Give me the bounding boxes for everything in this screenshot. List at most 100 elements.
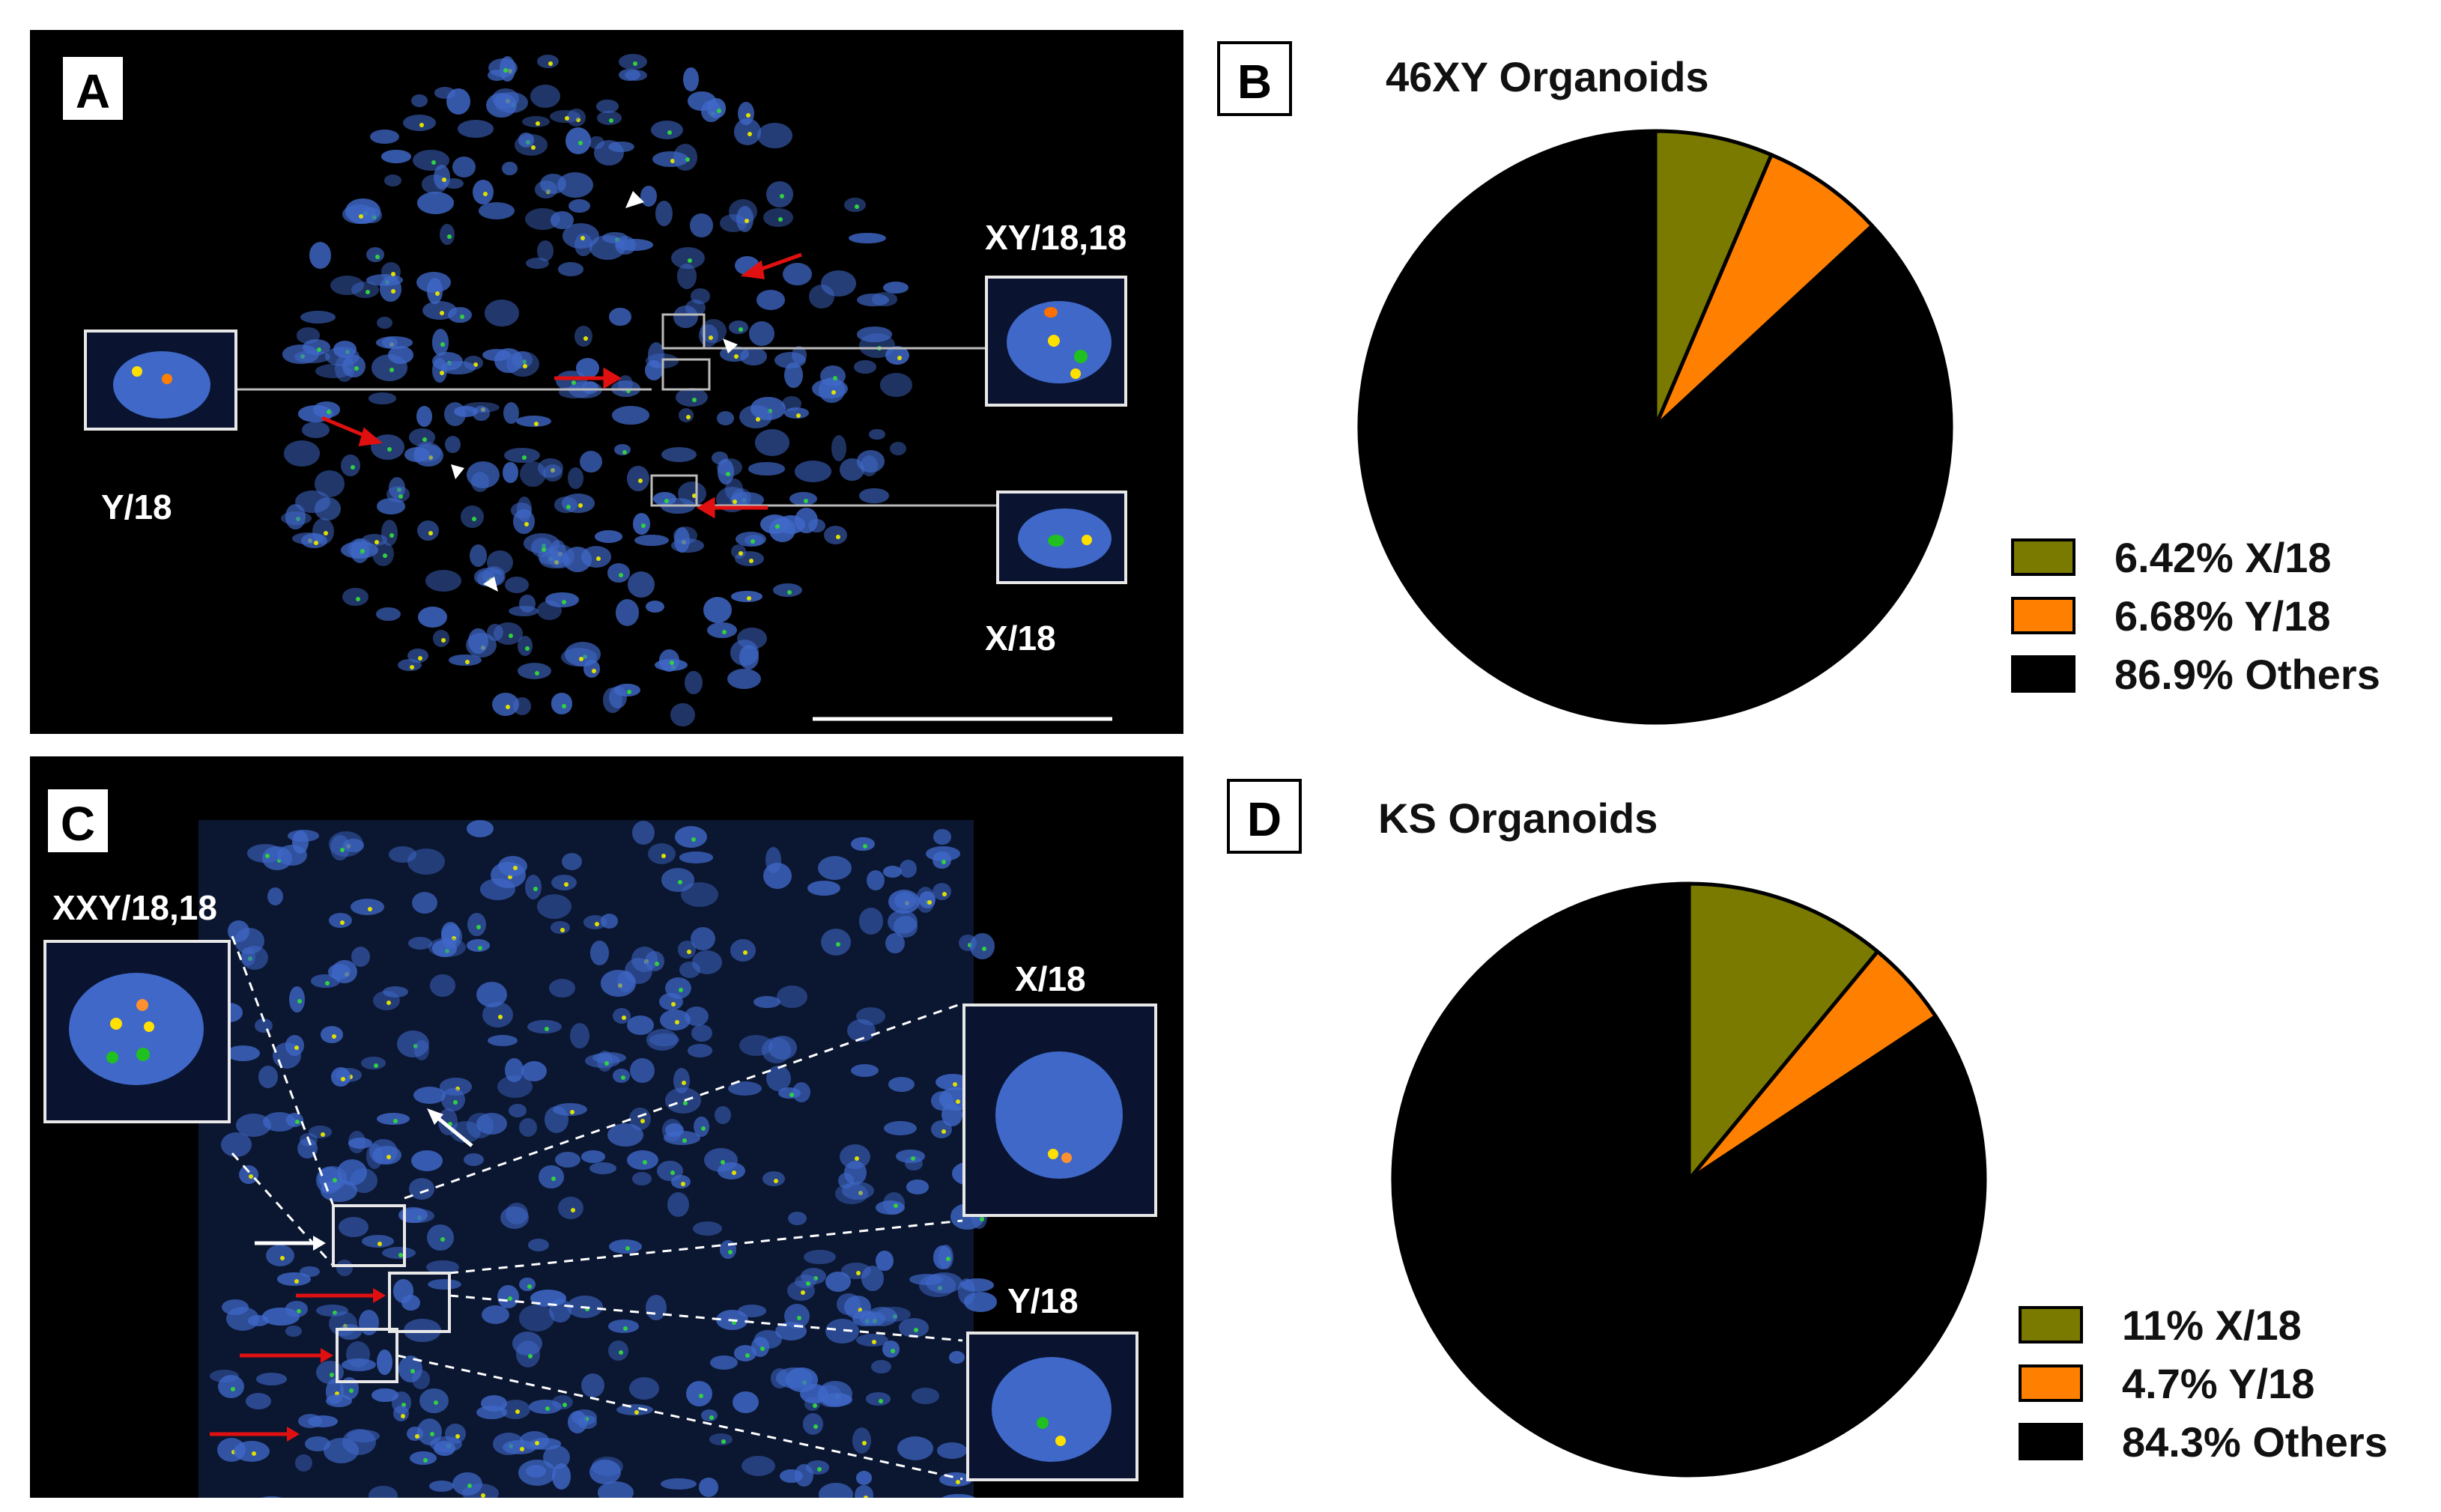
fish-signal xyxy=(580,236,586,241)
nucleus xyxy=(882,1192,905,1215)
nucleus xyxy=(472,179,494,204)
nucleus xyxy=(608,1340,629,1361)
nucleus xyxy=(612,406,649,425)
nucleus xyxy=(550,921,571,934)
nucleus xyxy=(503,462,519,484)
fish-signal xyxy=(716,108,721,113)
fish-signal xyxy=(709,1415,714,1421)
nucleus xyxy=(341,454,360,476)
fish-signal xyxy=(796,413,801,418)
fish-signal xyxy=(325,980,330,986)
nucleus xyxy=(255,1372,287,1385)
fish-signal xyxy=(699,1394,704,1399)
nucleus xyxy=(428,1279,462,1290)
fish-signal xyxy=(857,1307,862,1312)
nucleus xyxy=(607,1320,639,1333)
fish-signal xyxy=(340,848,345,853)
fish-signal xyxy=(721,630,727,635)
nucleus xyxy=(768,1036,798,1060)
nucleus xyxy=(410,1451,437,1465)
nucleus xyxy=(536,54,560,68)
nucleus xyxy=(381,1247,416,1260)
nucleus xyxy=(371,354,407,381)
nucleus xyxy=(255,1496,288,1498)
nucleus xyxy=(683,67,699,92)
nucleus xyxy=(818,1483,854,1498)
nucleus xyxy=(376,607,401,621)
nucleus xyxy=(551,211,574,230)
nucleus xyxy=(308,1126,333,1138)
fish-signal xyxy=(323,531,328,536)
nucleus xyxy=(446,88,470,115)
nucleus xyxy=(228,920,249,943)
nucleus xyxy=(890,442,907,455)
nucleus xyxy=(871,1360,892,1374)
nucleus xyxy=(883,1120,917,1136)
nucleus xyxy=(911,1388,940,1405)
nucleus xyxy=(361,534,388,547)
fish-signal xyxy=(835,535,840,540)
nucleus xyxy=(670,703,695,726)
nucleus xyxy=(485,300,519,327)
fish-signal xyxy=(294,1120,300,1125)
nucleus xyxy=(589,136,604,150)
nucleus xyxy=(369,129,399,145)
nucleus xyxy=(503,447,540,464)
fish-signal xyxy=(728,1249,733,1254)
fish-signal xyxy=(749,559,754,564)
nucleus xyxy=(882,282,909,294)
fish-signal xyxy=(544,1026,549,1031)
nucleus xyxy=(736,205,753,232)
nucleus xyxy=(342,588,369,607)
organoid-c xyxy=(198,820,998,1498)
nucleus xyxy=(888,890,920,914)
fish-signal xyxy=(565,116,570,121)
fish-signal xyxy=(751,539,756,544)
fish-signal xyxy=(618,1350,623,1355)
nucleus xyxy=(754,429,789,456)
fish-signal xyxy=(625,389,631,394)
fish-signal xyxy=(398,1253,404,1258)
fish-signal xyxy=(941,1129,946,1134)
fish-signal xyxy=(745,219,750,224)
nucleus xyxy=(676,387,709,407)
fish-signal xyxy=(688,258,693,263)
fish-signal xyxy=(864,1495,869,1498)
fish-signal xyxy=(578,657,583,662)
nucleus xyxy=(309,242,331,269)
nucleus xyxy=(488,58,518,78)
panel-letter-b: B xyxy=(1217,41,1292,116)
nucleus xyxy=(784,407,809,419)
nucleus xyxy=(434,165,451,190)
fish-signal xyxy=(812,1403,817,1409)
fish-signal xyxy=(482,192,488,197)
nucleus xyxy=(673,144,698,171)
fish-signal xyxy=(417,655,422,661)
nucleus xyxy=(817,856,852,880)
nucleus xyxy=(376,336,413,349)
fish-signal xyxy=(755,416,760,422)
nucleus xyxy=(431,329,449,356)
microscopy-image-a: XY/18,18 Y/18 X/18 A xyxy=(30,30,1183,734)
nucleus xyxy=(525,257,549,270)
legend-item: 4.7% Y/18 xyxy=(2019,1354,2388,1412)
fish-signal xyxy=(359,214,364,219)
fish-signal xyxy=(383,553,388,559)
fish-signal xyxy=(503,67,508,73)
label-y18-c: Y/18 xyxy=(1007,1281,1079,1320)
nucleus xyxy=(756,290,785,310)
fish-signal xyxy=(386,1000,391,1005)
nucleus xyxy=(267,887,283,906)
nucleus xyxy=(241,946,268,971)
nucleus xyxy=(414,1039,430,1061)
nucleus xyxy=(735,532,767,547)
fish-signal xyxy=(460,315,465,320)
nucleus xyxy=(382,986,409,998)
fish-signal xyxy=(419,123,425,128)
nucleus xyxy=(730,939,756,962)
fish-signal xyxy=(692,493,697,498)
legend-swatch xyxy=(2011,597,2075,634)
fish-signal xyxy=(440,342,445,347)
nucleus xyxy=(909,1274,943,1286)
nucleus xyxy=(527,1239,549,1252)
